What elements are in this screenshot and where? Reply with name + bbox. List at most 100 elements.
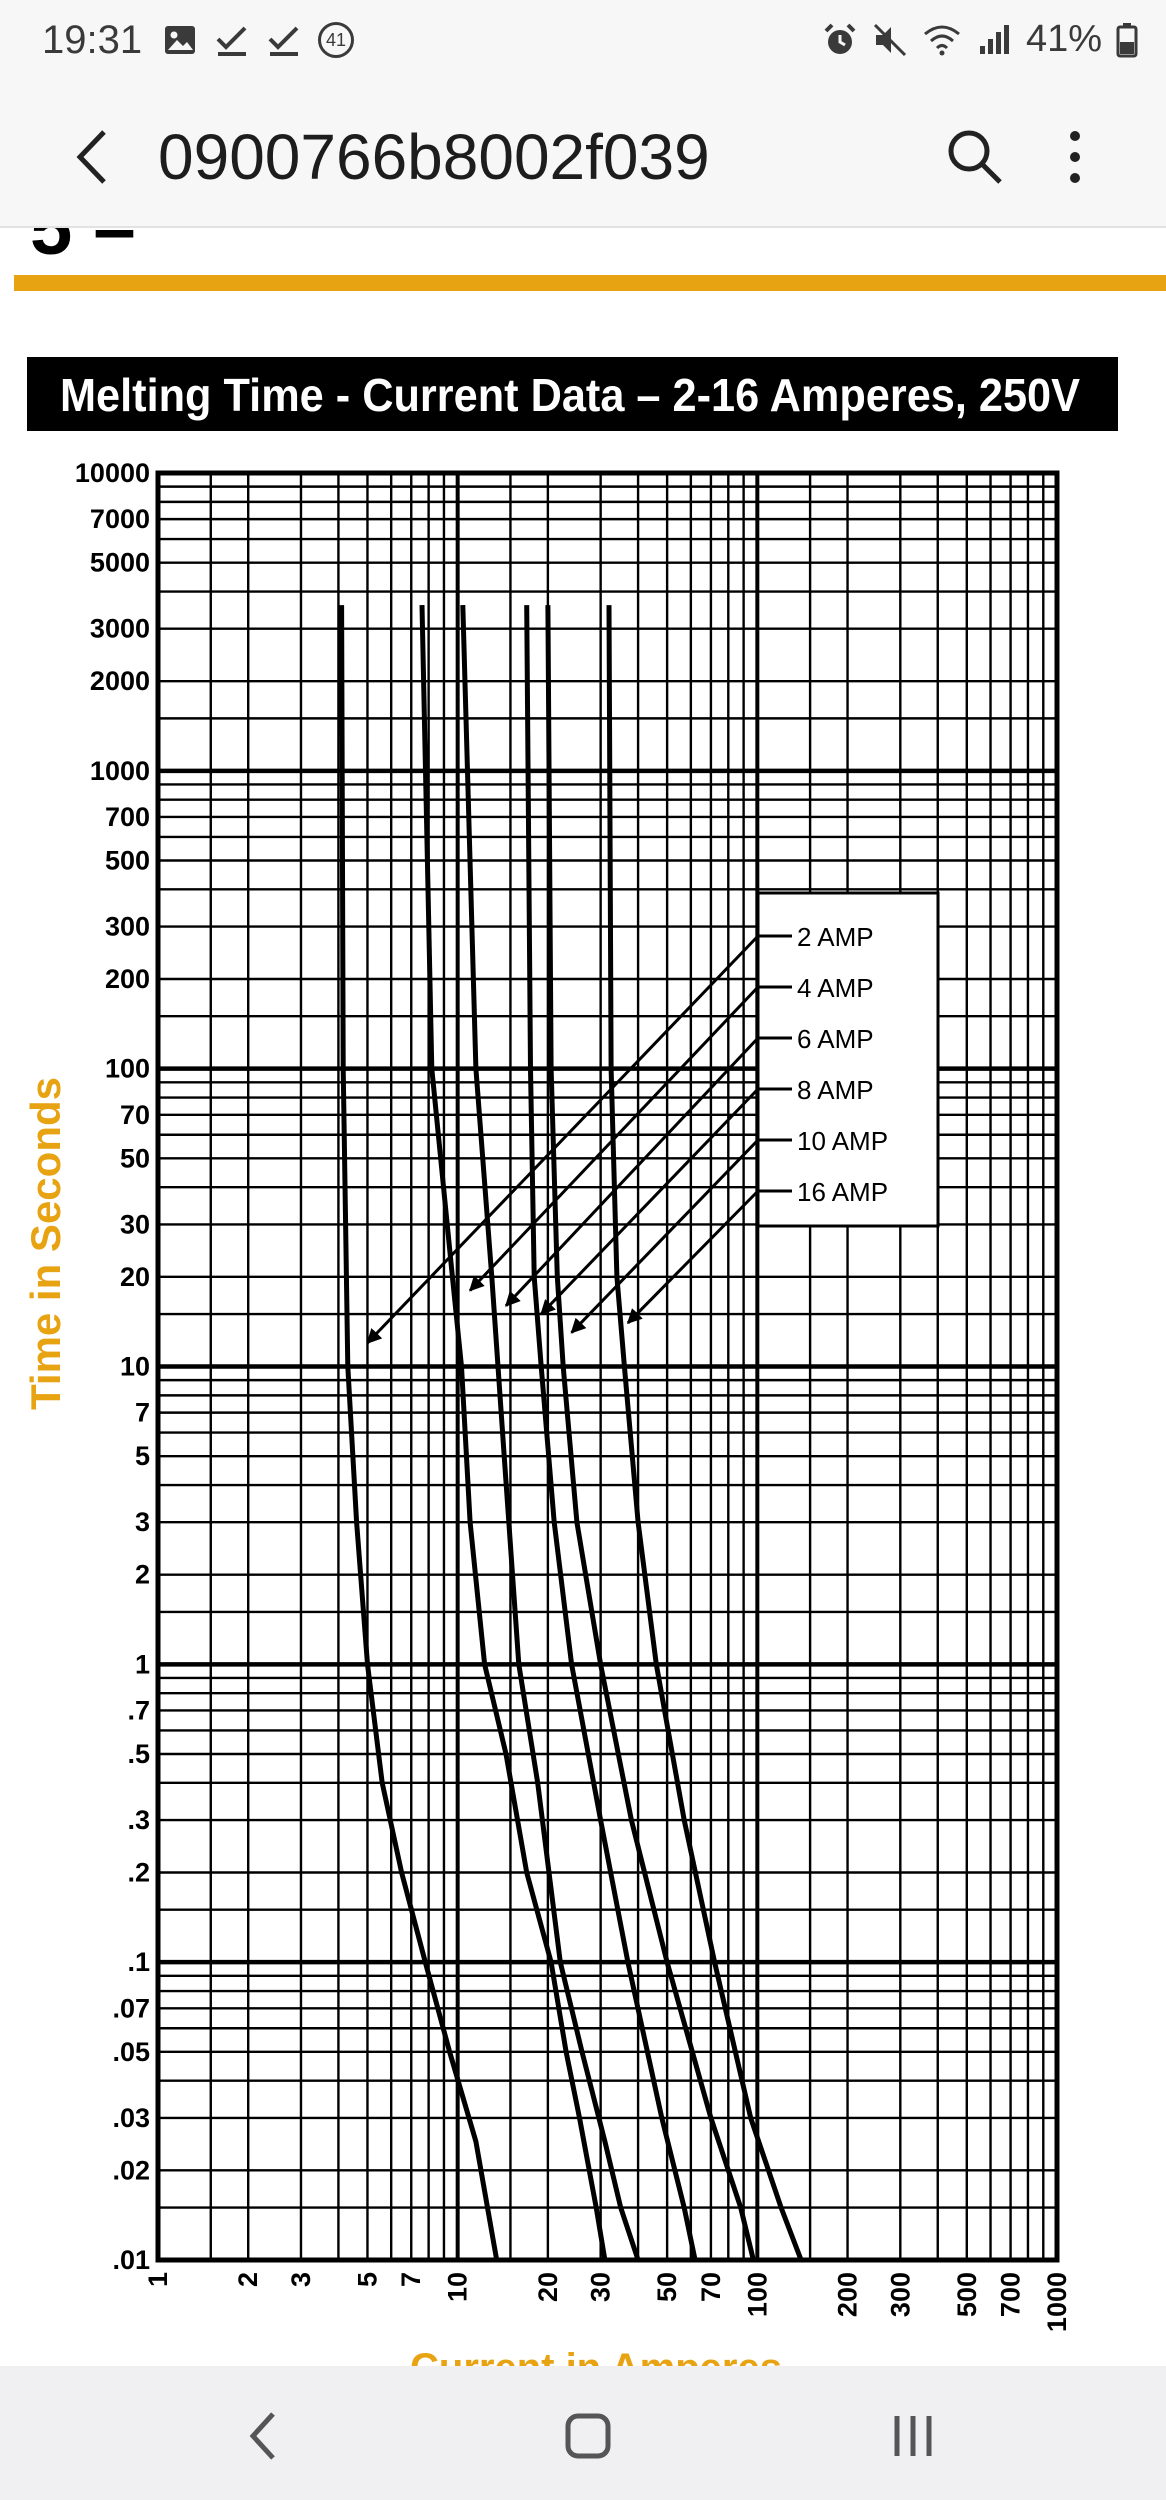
y-tick-label: 500 <box>105 845 150 875</box>
accent-bar <box>14 275 1166 291</box>
app-bar: 0900766b8002f039 <box>0 88 1166 228</box>
nav-recents-icon[interactable] <box>873 2396 953 2476</box>
x-tick-label: 10 <box>443 2272 473 2302</box>
legend-entry: 8 AMP <box>797 1075 874 1105</box>
system-icons: 41% <box>822 18 1138 61</box>
chart-title: Melting Time - Current Data – 2-16 Amper… <box>60 369 1080 421</box>
series-line-6-amp <box>460 605 641 2261</box>
y-tick-label: 30 <box>120 1209 150 1239</box>
y-tick-label: .03 <box>112 2103 150 2133</box>
y-tick-label: 70 <box>120 1100 150 1130</box>
x-tick-label: 5 <box>352 2272 382 2287</box>
legend-pointer <box>626 1189 760 1325</box>
document-viewer[interactable]: 5 – Melting Time - Current Data – 2-16 A… <box>0 228 1166 2366</box>
series-line-2-amp <box>339 605 500 2261</box>
y-tick-label: .02 <box>112 2155 150 2185</box>
y-tick-label: 5000 <box>90 548 150 578</box>
status-bar: 19:31 41 <box>0 0 1166 88</box>
y-tick-label: .1 <box>127 1947 150 1977</box>
nav-back-icon[interactable] <box>225 2396 305 2476</box>
y-tick-label: .01 <box>112 2245 150 2275</box>
y-axis-label: Time in Seconds <box>22 1077 69 1410</box>
wifi-icon <box>923 25 960 55</box>
y-tick-label: .07 <box>112 1993 150 2023</box>
page-title: 0900766b8002f039 <box>158 121 710 193</box>
y-tick-label: 200 <box>105 964 150 994</box>
document-page: 5 – Melting Time - Current Data – 2-16 A… <box>14 228 1166 2366</box>
series-line-10-amp <box>545 605 756 2261</box>
x-tick-label: 100 <box>742 2272 772 2317</box>
image-icon <box>165 26 195 54</box>
search-icon[interactable] <box>940 122 1010 192</box>
y-tick-label: 2 <box>135 1560 150 1590</box>
navigation-bar <box>0 2366 1166 2500</box>
x-tick-label: 50 <box>652 2272 682 2302</box>
y-tick-label: 20 <box>120 1262 150 1292</box>
x-tick-label: 200 <box>833 2272 863 2317</box>
y-tick-label: .05 <box>112 2037 150 2067</box>
legend-box <box>756 891 940 1228</box>
legend-pointer <box>504 1036 760 1307</box>
notification-icons: 41 <box>162 22 354 58</box>
y-tick-label: 100 <box>105 1054 150 1084</box>
x-tick-label: 2 <box>233 2272 263 2287</box>
legend-entry: 10 AMP <box>797 1126 888 1156</box>
truncated-heading: 5 – <box>30 228 136 271</box>
nav-home-icon[interactable] <box>548 2396 628 2476</box>
y-tick-label: 10 <box>120 1352 150 1382</box>
x-tick-label: 300 <box>885 2272 915 2317</box>
plot-frame <box>155 470 1060 2263</box>
chart-title-banner <box>27 357 1118 431</box>
y-tick-label: 5 <box>135 1441 150 1471</box>
legend-pointer <box>540 1087 760 1316</box>
status-time: 19:31 <box>42 18 143 62</box>
x-tick-label: 20 <box>533 2272 563 2302</box>
legend-pointer <box>366 934 760 1344</box>
y-tick-label: 10000 <box>75 458 150 488</box>
check-icon <box>216 26 247 56</box>
legend-entry: 2 AMP <box>797 922 874 952</box>
x-tick-label: 30 <box>586 2272 616 2302</box>
y-tick-labels: 10000 7000 5000 3000 2000 1000 700 500 300 200 100… <box>75 458 150 2275</box>
y-tick-label: 3000 <box>90 614 150 644</box>
y-tick-label: 2000 <box>90 666 150 696</box>
y-tick-label: 1000 <box>90 756 150 786</box>
legend-entry: 16 AMP <box>797 1177 888 1207</box>
check-icon <box>268 26 299 56</box>
y-tick-label: 3 <box>135 1507 150 1537</box>
legend-pointer <box>468 985 760 1292</box>
y-tick-label: 300 <box>105 912 150 942</box>
alarm-icon <box>824 23 856 54</box>
y-tick-label: 50 <box>120 1143 150 1173</box>
series-lines <box>339 605 804 2261</box>
x-axis-label: Current in Amperes <box>410 2346 782 2366</box>
y-tick-label: 7000 <box>90 504 150 534</box>
notification-count-icon: 41 <box>318 22 354 58</box>
series-line-16-amp <box>606 605 804 2261</box>
x-tick-label: 7 <box>396 2272 426 2287</box>
x-tick-label: 700 <box>996 2272 1026 2317</box>
series-line-8-amp <box>524 605 698 2261</box>
x-tick-label: 1000 <box>1042 2272 1072 2332</box>
battery-icon <box>1116 22 1138 57</box>
signal-icon <box>979 24 1009 54</box>
y-tick-label: 1 <box>135 1649 150 1679</box>
y-tick-label: .2 <box>127 1858 150 1888</box>
series-line-4-amp <box>419 605 608 2261</box>
mute-icon <box>873 23 906 56</box>
legend-entry: 6 AMP <box>797 1024 874 1054</box>
legend-entry: 4 AMP <box>797 973 874 1003</box>
x-tick-label: 70 <box>696 2272 726 2302</box>
x-tick-labels: 1 2 3 5 7 10 20 30 50 70 100 200 300 500 700 1000 <box>143 2272 1072 2332</box>
x-tick-label: 3 <box>286 2272 316 2287</box>
y-tick-label: .7 <box>127 1695 150 1725</box>
y-tick-label: .5 <box>127 1739 150 1769</box>
battery-percent: 41% <box>1025 18 1102 60</box>
x-tick-label: 1 <box>143 2272 173 2287</box>
legend-pointer <box>570 1138 760 1334</box>
back-arrow-icon[interactable] <box>60 122 130 192</box>
more-vert-icon[interactable] <box>1040 122 1110 192</box>
x-tick-label: 500 <box>952 2272 982 2317</box>
y-tick-label: 7 <box>135 1398 150 1428</box>
y-tick-label: .3 <box>127 1805 150 1835</box>
